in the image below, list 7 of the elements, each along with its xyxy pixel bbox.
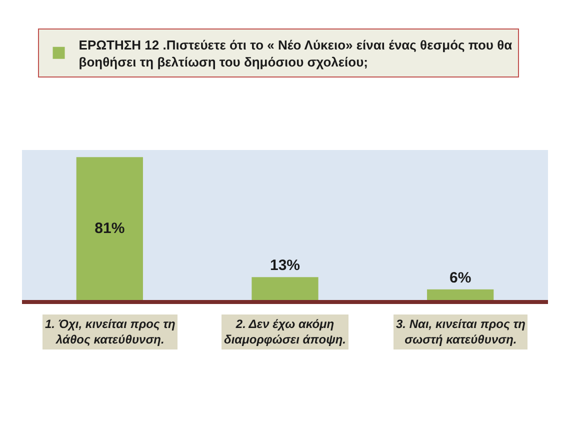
data-label: 6%	[449, 269, 472, 286]
data-label: 81%	[94, 220, 125, 238]
data-label: 13%	[270, 257, 300, 274]
x-tick-label: 1. Όχι, κινείται προς τη λάθος κατεύθυνση.	[45, 317, 176, 347]
x-tick-label: 3. Ναι, κινείται προς τη σωστή κατεύθυνση.	[396, 317, 526, 347]
legend-label: ΕΡΩΤΗΣΗ 12 .Πιστεύετε ότι το « Νέο Λύκειο» είναι ένας θεσμός που θα βοηθήσει τη βελτίωση του δημόσιου σχολείου;	[78, 38, 512, 70]
x-tick-label: 2. Δεν έχω ακόμη διαμορφώσει άποψη.	[224, 317, 346, 347]
